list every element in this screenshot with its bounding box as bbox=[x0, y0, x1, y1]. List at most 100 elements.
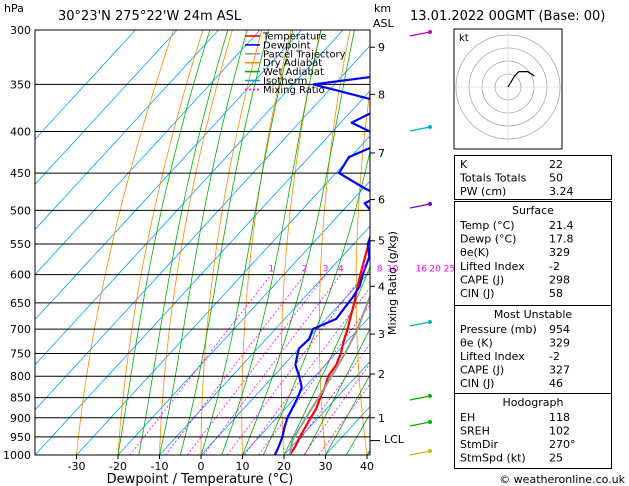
location-label: 30°23'N 275°22'W 24m ASL bbox=[58, 9, 242, 24]
index-value: 58 bbox=[549, 287, 563, 300]
index-value: 329 bbox=[549, 337, 570, 350]
index-label: SREH bbox=[460, 425, 490, 438]
wind-barb-tip bbox=[428, 420, 432, 424]
copyright-label: © weatheronline.co.uk bbox=[499, 473, 625, 486]
wind-barb-tip bbox=[428, 320, 432, 324]
pressure-tick-label: 500 bbox=[10, 204, 31, 217]
surface-title: Surface bbox=[512, 204, 554, 217]
pressure-tick-label: 700 bbox=[10, 323, 31, 336]
index-value: 25 bbox=[549, 452, 563, 465]
index-label: StmSpd (kt) bbox=[460, 452, 526, 465]
mixing-ratio-label: 3 bbox=[323, 265, 329, 275]
legend-entry: Temperature bbox=[262, 32, 326, 43]
x-tick-label: 10 bbox=[236, 460, 250, 473]
pressure-tick-label: 950 bbox=[10, 431, 31, 444]
pressure-tick-label: 800 bbox=[10, 370, 31, 383]
index-label: CIN (J) bbox=[460, 287, 494, 300]
index-label: Dewp (°C) bbox=[460, 233, 516, 246]
hodograph-unit-label: kt bbox=[459, 33, 469, 44]
isotherm-line bbox=[35, 30, 219, 231]
index-label: Pressure (mb) bbox=[460, 323, 537, 336]
index-label: StmDir bbox=[460, 438, 499, 451]
mixing-ratio-line bbox=[187, 274, 326, 455]
index-label: Temp (°C) bbox=[459, 219, 515, 232]
index-label: PW (cm) bbox=[460, 185, 506, 198]
index-value: -2 bbox=[549, 260, 560, 273]
x-axis-title: Dewpoint / Temperature (°C) bbox=[107, 472, 294, 486]
index-value: 17.8 bbox=[549, 233, 574, 246]
index-label: Lifted Index bbox=[460, 260, 525, 273]
asl-unit-label: ASL bbox=[373, 17, 395, 30]
plot-frame bbox=[34, 29, 371, 456]
mixing-ratio-label: 25 bbox=[444, 265, 455, 275]
legend-entry: Isotherm bbox=[263, 76, 307, 87]
pressure-axis: 300 350 400 450 500 550 600 650 700 750 800 850 900 9… bbox=[3, 24, 31, 462]
mixing-ratio-label: 16 bbox=[415, 265, 427, 275]
temperature-line bbox=[288, 235, 370, 455]
km-tick-label: 5 bbox=[378, 235, 385, 248]
index-label: Lifted Index bbox=[460, 350, 525, 363]
valid-time-label: 13.01.2022 00GMT (Base: 00) bbox=[410, 9, 605, 24]
mixing-ratio-label: 20 bbox=[429, 265, 441, 275]
skewt-plot: 1 2 3 4 6 8 10 16 20 25 bbox=[34, 29, 629, 456]
index-label: CAPE (J) bbox=[460, 273, 504, 286]
x-tick-label: -30 bbox=[68, 460, 86, 473]
wind-barb-icon bbox=[409, 321, 431, 327]
pressure-tick-label: 300 bbox=[10, 24, 31, 37]
index-label: CIN (J) bbox=[460, 377, 494, 390]
pressure-tick-label: 850 bbox=[10, 392, 31, 405]
lcl-label: LCL bbox=[384, 433, 405, 446]
wet-adiabat-line bbox=[304, 327, 370, 455]
km-tick-label: 7 bbox=[378, 147, 385, 160]
isotherm-line bbox=[325, 405, 370, 455]
wind-barb-tip bbox=[428, 394, 432, 398]
wind-barb-tip bbox=[428, 202, 432, 206]
mixing-ratio-axis-title: Mixing Ratio (g/kg) bbox=[386, 231, 399, 335]
most-unstable-table: Most Unstable Pressure (mb) 954 θe (K) 329 L… bbox=[454, 305, 612, 394]
index-value: -2 bbox=[549, 350, 560, 363]
km-tick-label: 3 bbox=[378, 328, 385, 341]
mixing-ratio-label: 6 bbox=[360, 265, 366, 275]
km-tick-label: 8 bbox=[378, 88, 385, 101]
mixing-ratio-line bbox=[165, 274, 306, 455]
index-label: θe (K) bbox=[460, 337, 493, 350]
index-value: 329 bbox=[549, 246, 570, 259]
mixing-ratio-label: 8 bbox=[377, 265, 383, 275]
x-tick-label: -10 bbox=[151, 460, 169, 473]
km-tick-label: 4 bbox=[378, 280, 385, 293]
x-tick-label: -20 bbox=[109, 460, 127, 473]
legend-entry: Parcel Trajectory bbox=[263, 49, 346, 60]
x-tick-label: 40 bbox=[360, 460, 374, 473]
legend-entry: Mixing Ratio bbox=[263, 85, 325, 96]
x-tick-label: 20 bbox=[277, 460, 291, 473]
mixing-ratio-label: 2 bbox=[302, 265, 308, 275]
pressure-tick-label: 750 bbox=[10, 347, 31, 360]
km-unit-label: km bbox=[374, 2, 391, 15]
hodograph-indices-table: Hodograph EH 118 SREH 102 StmDir 270° StmSpd (… bbox=[454, 393, 612, 469]
hodograph-trace bbox=[507, 71, 535, 88]
most-unstable-title: Most Unstable bbox=[494, 308, 573, 321]
surface-indices-table: Surface Temp (°C) 21.4 Dewp (°C) 17.8 θe(K) 3… bbox=[454, 201, 612, 306]
wind-barb-icon bbox=[409, 421, 431, 427]
x-tick-label: 0 bbox=[198, 460, 205, 473]
wind-barb-icon bbox=[409, 450, 431, 456]
index-label: K bbox=[460, 158, 468, 171]
basic-indices-table: K 22 Totals Totals 50 PW (cm) 3.24 bbox=[454, 155, 612, 200]
mixing-ratio-label: 4 bbox=[338, 265, 344, 275]
km-tick-label: 9 bbox=[378, 41, 385, 54]
pressure-tick-label: 550 bbox=[10, 238, 31, 251]
index-value: 46 bbox=[549, 377, 563, 390]
wind-barb-tip bbox=[428, 125, 432, 129]
pressure-tick-label: 400 bbox=[10, 126, 31, 139]
dry-adiabat-line bbox=[615, 30, 629, 455]
legend-entry: Dewpoint bbox=[263, 40, 311, 51]
pressure-tick-label: 900 bbox=[10, 412, 31, 425]
index-value: 50 bbox=[549, 172, 563, 185]
km-tick-label: 1 bbox=[378, 412, 385, 425]
pressure-tick-label: 1000 bbox=[3, 449, 31, 462]
index-value: 3.24 bbox=[549, 185, 574, 198]
wind-barb-tip bbox=[428, 30, 432, 34]
legend-entry: Dry Adiabat bbox=[263, 58, 322, 69]
